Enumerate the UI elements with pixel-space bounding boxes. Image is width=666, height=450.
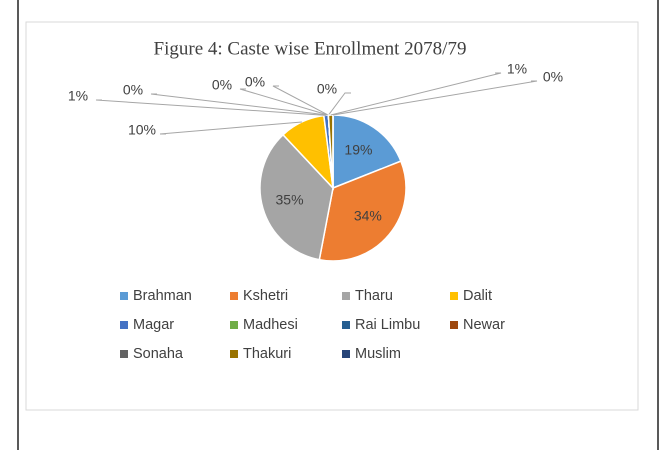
data-label: 0% [123, 82, 143, 98]
leader-line [159, 121, 302, 135]
data-label: 35% [276, 191, 304, 207]
data-label: 19% [344, 141, 372, 157]
legend-label: Madhesi [243, 317, 298, 333]
pie-slice [332, 114, 402, 190]
legend-swatch [120, 292, 128, 300]
legend-label: Thakuri [243, 346, 291, 362]
legend-swatch [230, 292, 238, 300]
legend-label: Kshetri [243, 288, 288, 304]
legend-swatch [450, 321, 458, 329]
legend-swatch [120, 350, 128, 358]
data-label: 0% [317, 81, 337, 97]
leader-line [150, 93, 329, 116]
data-label: 0% [212, 77, 232, 93]
legend-swatch [342, 321, 350, 329]
leader-line [332, 80, 538, 116]
legend-swatch [342, 350, 350, 358]
legend-label: Tharu [355, 288, 393, 304]
legend-label: Dalit [463, 288, 492, 304]
data-label: 0% [245, 74, 265, 90]
legend-label: Muslim [355, 346, 401, 362]
data-label: 0% [543, 69, 563, 85]
leader-line [330, 72, 502, 116]
chart-title: Figure 4: Caste wise Enrollment 2078/79 [154, 38, 467, 59]
legend-label: Magar [133, 317, 174, 333]
legend-swatch [120, 321, 128, 329]
legend-swatch [230, 321, 238, 329]
data-label: 1% [507, 61, 527, 77]
legend-swatch [230, 350, 238, 358]
legend-label: Sonaha [133, 346, 184, 362]
legend-swatch [450, 292, 458, 300]
leader-line [272, 85, 329, 116]
legend-label: Newar [463, 317, 505, 333]
leader-line [239, 88, 329, 116]
leader-line [328, 92, 351, 116]
legend-label: Rai Limbu [355, 317, 420, 333]
pie-slice [259, 133, 334, 261]
legend-label: Brahman [133, 288, 192, 304]
data-label: 1% [68, 88, 88, 104]
legend-swatch [342, 292, 350, 300]
data-label: 34% [354, 208, 382, 224]
leader-line [95, 99, 327, 116]
pie-slice [318, 160, 407, 262]
data-label: 10% [128, 122, 156, 138]
